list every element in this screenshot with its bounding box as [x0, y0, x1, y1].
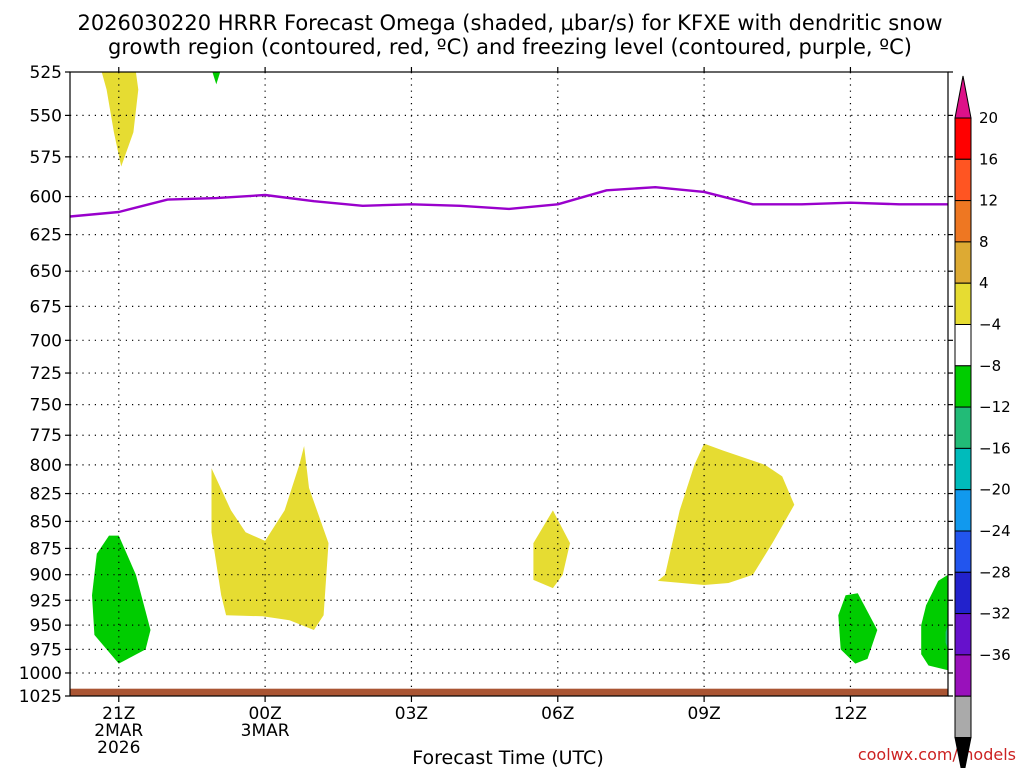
y-tick-label-975: 975: [30, 640, 62, 660]
region-green-tiny: [212, 72, 221, 85]
plot-frame: [69, 71, 949, 697]
pressure-axis: 525 550 575 600 625 650 675 700 725 750 775 800 825 8…: [19, 63, 953, 707]
colorbar-label-8: −16: [979, 439, 1011, 457]
colorbar-label-9: −20: [979, 481, 1011, 499]
y-tick-label-700: 700: [30, 331, 62, 351]
colorbar-box-7: [954, 406, 972, 449]
colorbar-label-12: −32: [979, 605, 1011, 623]
colorbar-label-13: −36: [979, 646, 1011, 664]
x-tick-label-9-0: 06Z: [541, 704, 574, 724]
credit-text: coolwx.com/models: [858, 745, 1016, 764]
x-axis-title: Forecast Time (UTC): [412, 747, 603, 768]
colorbar-box-14: [954, 695, 972, 739]
colorbar-label-3: 8: [979, 233, 989, 251]
y-tick-label-525: 525: [30, 63, 62, 83]
y-tick-label-675: 675: [30, 297, 62, 317]
freezing-level-contour: [69, 185, 948, 218]
x-tick-label-3-1: 3MAR: [241, 721, 290, 741]
colorbar-box-11: [954, 571, 972, 615]
y-tick-label-950: 950: [30, 616, 62, 636]
colorbar-label-2: 12: [979, 192, 998, 210]
ground-band: [70, 688, 948, 696]
x-tick-label-0-1: 2MAR: [94, 721, 143, 741]
colorbar-box-10: [954, 530, 972, 573]
region-yellow-upper: [101, 72, 139, 167]
colorbar-box-0: [954, 117, 972, 160]
ground-layer: [70, 688, 948, 696]
colorbar-label-0: 20: [979, 109, 998, 127]
y-tick-label-825: 825: [30, 485, 62, 505]
y-tick-label-575: 575: [30, 148, 62, 168]
y-tick-label-650: 650: [30, 262, 62, 282]
colorbar-box-2: [954, 200, 972, 243]
colorbar-bottom-arrow: [954, 737, 972, 768]
colorbar-box-8: [954, 447, 972, 491]
colorbar-label-5: −4: [979, 316, 1001, 334]
x-tick-label-15-0: 12Z: [834, 704, 867, 724]
x-tick-label-3-0: 00Z: [248, 704, 281, 724]
colorbar-label-7: −12: [979, 398, 1011, 416]
y-tick-label-850: 850: [30, 512, 62, 532]
region-yellow-double: [211, 446, 329, 630]
grid-lines: [70, 72, 948, 696]
colorbar-box-6: [954, 365, 972, 408]
colorbar-label-6: −8: [979, 357, 1001, 375]
x-tick-label-0-2: 2026: [97, 738, 140, 758]
region-yellow-mid: [533, 510, 570, 589]
x-tick-label-12-0: 09Z: [687, 704, 720, 724]
colorbar-legend: 20 16 12 8 4 −4 −8 −12 −16 −20 −24 −28 −32 −36: [954, 75, 1011, 768]
colorbar-label-4: 4: [979, 274, 989, 292]
y-tick-label-725: 725: [30, 364, 62, 384]
colorbar-box-5: [954, 324, 972, 367]
y-tick-label-750: 750: [30, 396, 62, 416]
colorbar-box-12: [954, 613, 972, 656]
region-green-left: [92, 535, 151, 664]
y-tick-label-1000: 1000: [19, 664, 62, 684]
colorbar-box-1: [954, 158, 972, 202]
colorbar-box-13: [954, 654, 972, 697]
y-tick-label-550: 550: [30, 106, 62, 126]
colorbar-label-11: −28: [979, 563, 1011, 581]
chart-title-line-1: 2026030220 HRRR Forecast Omega (shaded, …: [77, 11, 942, 35]
y-tick-label-625: 625: [30, 226, 62, 246]
omega-shaded-regions: [92, 72, 948, 671]
region-yellow-right: [657, 443, 795, 585]
colorbar-box-4: [954, 282, 972, 326]
colorbar-box-3: [954, 241, 972, 284]
y-tick-label-800: 800: [30, 456, 62, 476]
y-tick-label-1025: 1025: [19, 687, 62, 707]
x-tick-label-0-0: 21Z: [102, 704, 135, 724]
y-tick-label-900: 900: [30, 566, 62, 586]
region-green-12z: [838, 593, 878, 664]
colorbar-label-1: 16: [979, 150, 998, 168]
colorbar-box-9: [954, 489, 972, 532]
y-tick-label-600: 600: [30, 188, 62, 208]
chart-title-line-2: growth region (contoured, red, ºC) and f…: [108, 35, 912, 59]
x-tick-label-6-0: 03Z: [395, 704, 428, 724]
colorbar-top-arrow: [954, 75, 972, 119]
region-green-right-edge: [921, 574, 948, 671]
colorbar-label-10: −24: [979, 522, 1011, 540]
y-tick-label-775: 775: [30, 426, 62, 446]
freezing-level-line: [69, 185, 948, 218]
y-tick-label-875: 875: [30, 539, 62, 559]
y-tick-label-925: 925: [30, 591, 62, 611]
